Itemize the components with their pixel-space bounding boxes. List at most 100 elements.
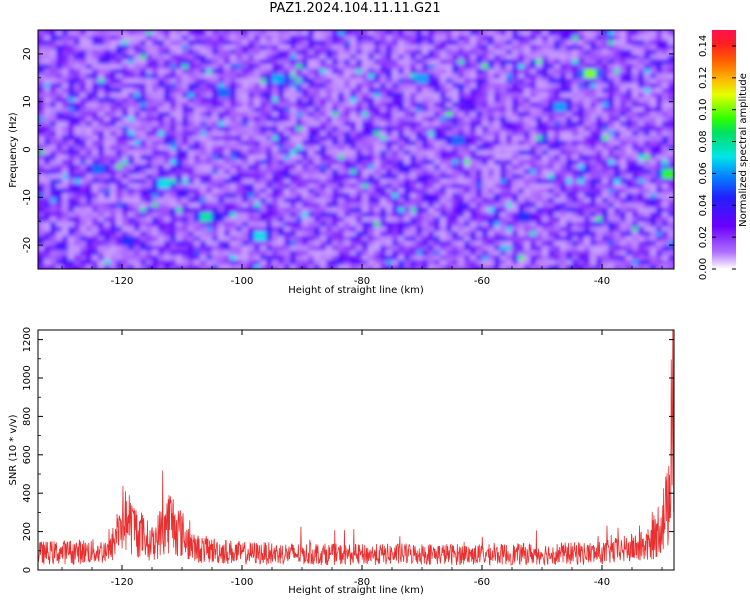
heatmap-cell — [650, 182, 657, 189]
heatmap-cell — [266, 44, 273, 50]
heatmap-cell — [638, 106, 645, 112]
heatmap-cell — [374, 58, 381, 65]
heatmap-cell — [626, 87, 633, 93]
heatmap-cell — [200, 225, 207, 232]
heatmap-cell — [176, 53, 183, 60]
heatmap-cell — [212, 120, 219, 127]
heatmap-cell — [320, 49, 327, 55]
heatmap-cell — [158, 187, 165, 194]
heatmap-cell — [626, 101, 633, 108]
heatmap-cell — [332, 130, 339, 136]
heatmap-cell — [98, 92, 105, 98]
heatmap-cell — [650, 187, 657, 194]
heatmap-cell — [404, 178, 411, 184]
heatmap-cell — [92, 49, 99, 55]
heatmap-cell — [458, 240, 465, 246]
heatmap-cell — [290, 225, 297, 232]
heatmap-cell — [62, 225, 69, 232]
heatmap-cell — [626, 139, 633, 146]
heatmap-cell — [152, 49, 159, 55]
heatmap-cell — [188, 111, 195, 117]
heatmap-cell — [152, 130, 159, 136]
heatmap-cell — [656, 130, 663, 136]
heatmap-cell — [392, 77, 399, 84]
heatmap-cell — [608, 182, 615, 189]
heatmap-cell — [398, 154, 405, 160]
heatmap-cell — [374, 221, 381, 227]
heatmap-cell — [656, 49, 663, 55]
heatmap-cell — [632, 101, 639, 108]
heatmap-cell — [584, 202, 591, 208]
heatmap-cell — [314, 144, 321, 151]
heatmap-cell — [560, 139, 567, 146]
heatmap-cell — [320, 168, 327, 174]
heatmap-cell — [68, 87, 75, 93]
heatmap-cell — [86, 49, 93, 55]
heatmap-cell — [188, 154, 195, 160]
heatmap-cell — [662, 116, 669, 122]
heatmap-cell — [146, 92, 153, 98]
heatmap-cell — [248, 245, 255, 251]
heatmap-cell — [302, 116, 309, 122]
heatmap-cell — [122, 144, 129, 151]
heatmap-cell — [182, 225, 189, 232]
heatmap-cell — [254, 82, 261, 88]
heatmap-cell — [140, 101, 147, 108]
heatmap-cell — [260, 235, 267, 241]
heatmap-cell — [212, 240, 219, 246]
heatmap-cell — [602, 53, 609, 60]
heatmap-cell — [458, 245, 465, 251]
heatmap-cell — [344, 178, 351, 184]
heatmap-cell — [404, 96, 411, 103]
heatmap-cell — [512, 173, 519, 179]
heatmap-cell — [194, 221, 201, 227]
heatmap-cell — [572, 240, 579, 246]
heatmap-cell — [452, 44, 459, 50]
heatmap-cell — [344, 216, 351, 222]
heatmap-cell — [608, 168, 615, 174]
heatmap-cell — [86, 163, 93, 170]
heatmap-cell — [146, 73, 153, 79]
heatmap-cell — [272, 96, 279, 103]
heatmap-cell — [602, 225, 609, 232]
heatmap-cell — [596, 101, 603, 108]
heatmap-cell — [464, 225, 471, 232]
heatmap-cell — [518, 44, 525, 50]
heatmap-cell — [86, 264, 93, 269]
heatmap-cell — [98, 139, 105, 146]
heatmap-cell — [422, 120, 429, 127]
heatmap-cell — [644, 202, 651, 208]
heatmap-cell — [158, 106, 165, 112]
heatmap-cell — [326, 144, 333, 151]
heatmap-cell — [350, 225, 357, 232]
heatmap-cell — [302, 53, 309, 60]
heatmap-cell — [140, 130, 147, 136]
heatmap-cell — [38, 116, 45, 122]
heatmap-cell — [554, 58, 561, 65]
heatmap-cell — [224, 192, 231, 198]
heatmap-cell — [302, 221, 309, 227]
heatmap-cell — [560, 130, 567, 136]
heatmap-cell — [584, 264, 591, 269]
heatmap-cell — [404, 92, 411, 98]
heatmap-cell — [440, 216, 447, 222]
heatmap-cell — [152, 68, 159, 74]
heatmap-cell — [56, 58, 63, 65]
heatmap-cell — [122, 116, 129, 122]
heatmap-cell — [344, 68, 351, 74]
heatmap-cell — [446, 173, 453, 179]
heatmap-cell — [608, 58, 615, 65]
heatmap-cell — [218, 245, 225, 251]
heatmap-cell — [332, 225, 339, 232]
heatmap-cell — [230, 130, 237, 136]
heatmap-cell — [392, 82, 399, 88]
heatmap-cell — [518, 230, 525, 237]
heatmap-cell — [80, 206, 87, 213]
heatmap-cell — [80, 144, 87, 151]
heatmap-cell — [230, 159, 237, 165]
heatmap-cell — [446, 216, 453, 222]
heatmap-cell — [494, 225, 501, 232]
heatmap-cell — [530, 211, 537, 218]
heatmap-cell — [374, 44, 381, 50]
heatmap-cell — [620, 182, 627, 189]
